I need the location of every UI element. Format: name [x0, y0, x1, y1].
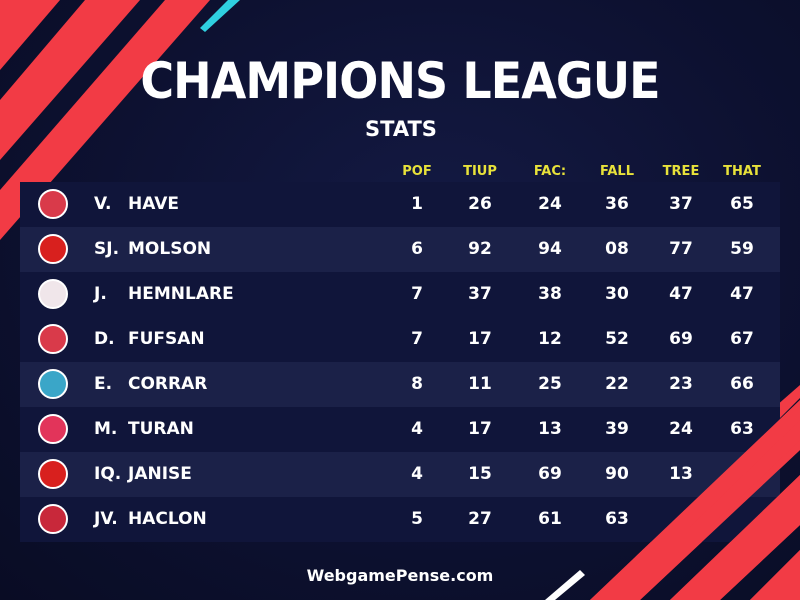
player-initial: JV.	[94, 509, 118, 529]
table-row[interactable]: V. HAVE 1 26 24 36 37 65	[20, 182, 780, 227]
stat-cell: 38	[538, 284, 562, 304]
stat-cell: 12	[538, 329, 562, 349]
player-name: FUFSAN	[128, 329, 205, 349]
stat-cell: 24	[538, 194, 562, 214]
stat-cell: 1	[411, 194, 423, 214]
stat-cell: 66	[730, 374, 754, 394]
player-name: HAVE	[128, 194, 179, 214]
stats-table: V. HAVE 1 26 24 36 37 65 SJ. MOLSON 6 92 94 08 77 59 J. H…	[20, 182, 780, 542]
page-title: CHAMPIONS LEAGUE	[140, 52, 660, 110]
player-initial: M.	[94, 419, 118, 439]
club-crest-icon	[38, 459, 68, 489]
stat-cell: 63	[730, 419, 754, 439]
stat-cell: 6	[411, 239, 423, 259]
club-crest-icon	[38, 189, 68, 219]
table-row[interactable]: M. TURAN 4 17 13 39 24 63	[20, 407, 780, 452]
stat-cell: 5	[411, 509, 423, 529]
table-row[interactable]: J. HEMNLARE 7 37 38 30 47 47	[20, 272, 780, 317]
stat-cell: 47	[669, 284, 693, 304]
table-row[interactable]: JV. HACLON 5 27 61 63	[20, 497, 780, 542]
stat-cell: 23	[669, 374, 693, 394]
club-crest-icon	[38, 324, 68, 354]
player-name: TURAN	[128, 419, 194, 439]
player-name: CORRAR	[128, 374, 208, 394]
player-name: JANISE	[128, 464, 192, 484]
stat-cell: 17	[468, 419, 492, 439]
stat-cell: 69	[538, 464, 562, 484]
column-header: TIUP	[463, 164, 497, 179]
table-row[interactable]: E. CORRAR 8 11 25 22 23 66	[20, 362, 780, 407]
player-initial: IQ.	[94, 464, 122, 484]
stat-cell: 24	[669, 419, 693, 439]
stat-cell: 4	[411, 464, 423, 484]
player-name: HEMNLARE	[128, 284, 234, 304]
player-initial: D.	[94, 329, 115, 349]
player-initial: E.	[94, 374, 113, 394]
column-header: THAT	[723, 164, 761, 179]
column-header: TREE	[662, 164, 700, 179]
player-name: MOLSON	[128, 239, 212, 259]
stat-cell: 13	[669, 464, 693, 484]
stat-cell: 8	[411, 374, 423, 394]
column-header: POF	[402, 164, 432, 179]
stat-cell: 22	[605, 374, 629, 394]
column-header: FAC:	[533, 164, 567, 179]
stat-cell: 7	[411, 329, 423, 349]
stat-cell: 37	[468, 284, 492, 304]
stat-cell: 37	[669, 194, 693, 214]
column-header: FALL	[599, 164, 635, 179]
stat-cell: 27	[468, 509, 492, 529]
stat-cell: 90	[605, 464, 629, 484]
player-initial: SJ.	[94, 239, 120, 259]
stat-cell: 47	[730, 284, 754, 304]
stat-cell: 39	[605, 419, 629, 439]
club-crest-icon	[38, 369, 68, 399]
stat-cell: 67	[730, 329, 754, 349]
stat-cell: 7	[411, 284, 423, 304]
stat-cell: 69	[669, 329, 693, 349]
stat-cell: 26	[468, 194, 492, 214]
table-row[interactable]: SJ. MOLSON 6 92 94 08 77 59	[20, 227, 780, 272]
stat-cell: 36	[605, 194, 629, 214]
player-initial: V.	[94, 194, 112, 214]
stat-cell: 61	[538, 509, 562, 529]
stat-cell: 65	[730, 194, 754, 214]
page-subtitle: STATS	[365, 117, 437, 141]
stat-cell: 77	[669, 239, 693, 259]
footer-watermark: WebgamePense.com	[306, 566, 494, 585]
stat-cell: 63	[605, 509, 629, 529]
stat-cell: 94	[538, 239, 562, 259]
club-crest-icon	[38, 414, 68, 444]
stat-cell: 59	[730, 239, 754, 259]
stat-cell: 92	[468, 239, 492, 259]
stat-cell: 30	[605, 284, 629, 304]
stat-cell: 11	[468, 374, 492, 394]
club-crest-icon	[38, 279, 68, 309]
stat-cell: 25	[538, 374, 562, 394]
stat-cell: 52	[605, 329, 629, 349]
stat-cell: 15	[468, 464, 492, 484]
club-crest-icon	[38, 234, 68, 264]
stat-cell: 08	[605, 239, 629, 259]
player-initial: J.	[94, 284, 107, 304]
stat-cell: 13	[538, 419, 562, 439]
player-name: HACLON	[128, 509, 207, 529]
club-crest-icon	[38, 504, 68, 534]
table-row[interactable]: D. FUFSAN 7 17 12 52 69 67	[20, 317, 780, 362]
stat-cell: 4	[411, 419, 423, 439]
stat-cell: 17	[468, 329, 492, 349]
table-row[interactable]: IQ. JANISE 4 15 69 90 13	[20, 452, 780, 497]
